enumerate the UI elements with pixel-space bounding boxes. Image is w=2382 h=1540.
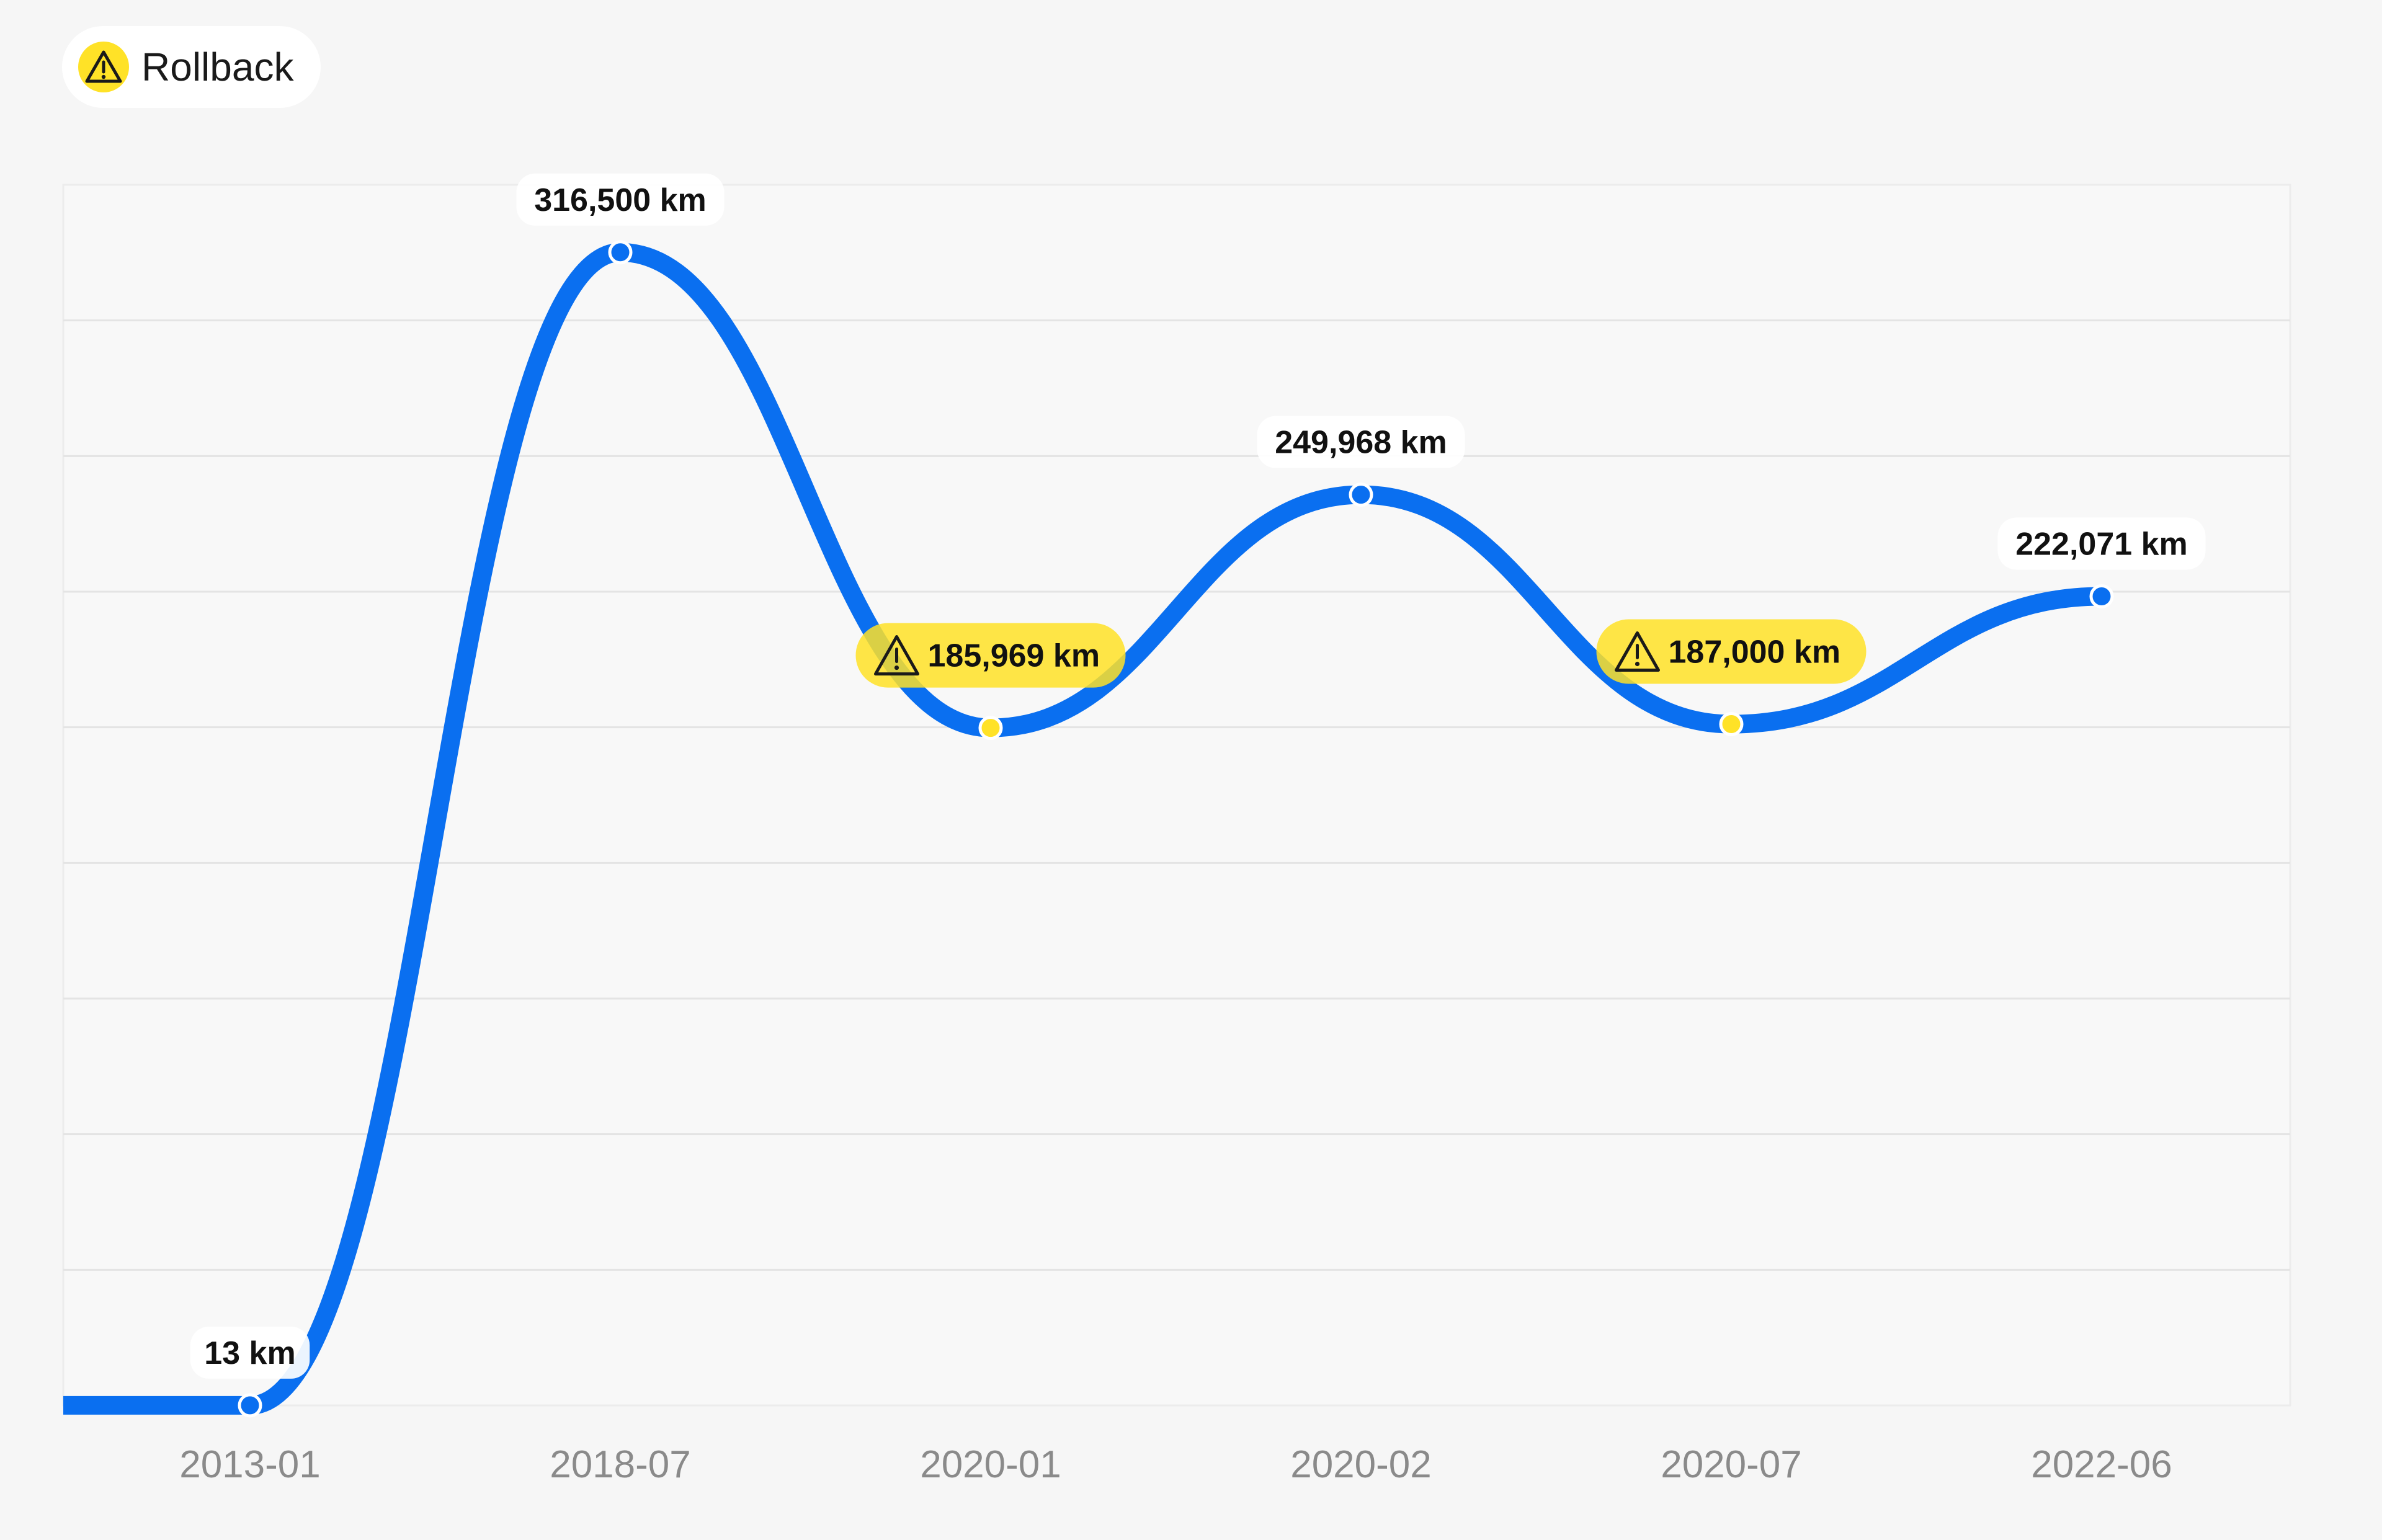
x-tick-label: 2020-07: [1661, 1443, 1802, 1486]
plot-area: [62, 184, 2291, 1407]
x-axis-ticks: 2013-01 2018-07 2020-01 2020-02 2020-07 2022-…: [179, 1443, 2172, 1486]
warning-triangle-icon: [874, 635, 919, 676]
x-tick-label: 2013-01: [179, 1443, 321, 1486]
legend-rollback[interactable]: Rollback: [62, 26, 321, 108]
data-label-text: 187,000 km: [1669, 634, 1841, 670]
legend-label: Rollback: [141, 45, 294, 89]
rollback-label: 187,000 km: [1596, 619, 1867, 684]
data-label: 13 km: [190, 1326, 310, 1379]
data-label: 316,500 km: [516, 173, 725, 226]
rollback-point[interactable]: [978, 716, 1003, 741]
data-label: 249,968 km: [1257, 416, 1465, 468]
rollback-point[interactable]: [1719, 712, 1744, 737]
warning-triangle-icon: [1615, 631, 1660, 672]
data-label-text: 222,071 km: [2015, 526, 2188, 562]
data-label-text: 13 km: [204, 1335, 295, 1371]
x-tick-label: 2022-06: [2031, 1443, 2172, 1486]
data-point[interactable]: [2089, 584, 2114, 608]
data-labels: 13 km 316,500 km 185,969 km 249,968 km 187,0…: [190, 173, 2206, 1379]
data-point[interactable]: [1349, 483, 1373, 507]
data-label-text: 316,500 km: [534, 182, 707, 218]
warning-triangle-icon: [78, 42, 129, 92]
data-label-text: 185,969 km: [928, 638, 1100, 674]
data-point[interactable]: [238, 1393, 262, 1418]
x-tick-label: 2020-01: [920, 1443, 1061, 1486]
x-tick-label: 2020-02: [1290, 1443, 1432, 1486]
data-points: [238, 240, 2114, 1418]
x-tick-label: 2018-07: [550, 1443, 691, 1486]
data-label: 222,071 km: [1997, 517, 2206, 570]
data-point[interactable]: [608, 240, 633, 265]
gridlines: [63, 319, 2290, 1271]
data-label-text: 249,968 km: [1275, 425, 1447, 461]
rollback-label: 185,969 km: [855, 623, 1126, 688]
